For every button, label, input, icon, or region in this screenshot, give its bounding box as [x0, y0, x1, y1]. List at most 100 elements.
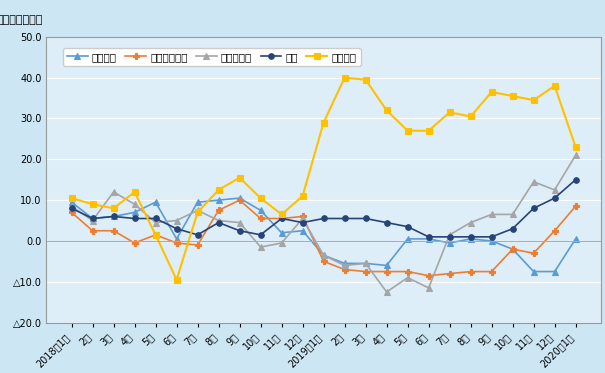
世界全体	[404, 237, 411, 241]
世界全体	[299, 229, 306, 233]
世界全体	[278, 231, 285, 235]
世界全体	[89, 216, 96, 221]
Legend: 世界全体, インドネシア, マレーシア, タイ, ベトナム: 世界全体, インドネシア, マレーシア, タイ, ベトナム	[63, 48, 361, 66]
タイ	[467, 235, 474, 239]
インドネシア	[194, 243, 201, 247]
インドネシア	[488, 269, 495, 274]
インドネシア	[404, 269, 411, 274]
ベトナム	[341, 75, 348, 80]
マレーシア	[215, 218, 222, 223]
ベトナム	[362, 78, 369, 82]
マレーシア	[299, 216, 306, 221]
タイ	[404, 225, 411, 229]
世界全体	[362, 261, 369, 266]
インドネシア	[362, 269, 369, 274]
インドネシア	[278, 216, 285, 221]
ベトナム	[131, 190, 138, 194]
タイ	[215, 220, 222, 225]
世界全体	[110, 214, 117, 219]
タイ	[278, 216, 285, 221]
ベトナム	[257, 196, 264, 200]
インドネシア	[320, 259, 327, 264]
タイ	[509, 226, 516, 231]
マレーシア	[530, 179, 537, 184]
世界全体	[488, 239, 495, 243]
Line: タイ: タイ	[69, 177, 578, 239]
インドネシア	[152, 233, 159, 237]
世界全体	[320, 253, 327, 257]
タイ	[131, 216, 138, 221]
タイ	[446, 235, 453, 239]
マレーシア	[89, 218, 96, 223]
マレーシア	[467, 220, 474, 225]
インドネシア	[425, 273, 432, 278]
世界全体	[131, 210, 138, 214]
マレーシア	[425, 286, 432, 290]
タイ	[68, 206, 75, 210]
タイ	[110, 214, 117, 219]
マレーシア	[383, 290, 390, 294]
世界全体	[467, 237, 474, 241]
タイ	[572, 178, 579, 182]
マレーシア	[236, 220, 243, 225]
ベトナム	[110, 206, 117, 210]
ベトナム	[236, 175, 243, 180]
マレーシア	[152, 220, 159, 225]
世界全体	[152, 200, 159, 204]
ベトナム	[467, 114, 474, 119]
インドネシア	[509, 247, 516, 251]
マレーシア	[278, 241, 285, 245]
マレーシア	[131, 202, 138, 206]
マレーシア	[509, 212, 516, 217]
Line: インドネシア: インドネシア	[69, 197, 578, 278]
マレーシア	[110, 190, 117, 194]
世界全体	[257, 208, 264, 213]
タイ	[425, 235, 432, 239]
ベトナム	[488, 90, 495, 94]
インドネシア	[131, 241, 138, 245]
インドネシア	[467, 269, 474, 274]
タイ	[551, 196, 558, 200]
ベトナム	[173, 278, 180, 282]
インドネシア	[89, 229, 96, 233]
世界全体	[68, 200, 75, 204]
インドネシア	[530, 251, 537, 256]
ベトナム	[215, 188, 222, 192]
タイ	[173, 226, 180, 231]
世界全体	[551, 269, 558, 274]
ベトナム	[68, 196, 75, 200]
マレーシア	[320, 253, 327, 257]
マレーシア	[551, 188, 558, 192]
タイ	[530, 206, 537, 210]
インドネシア	[551, 229, 558, 233]
インドネシア	[383, 269, 390, 274]
世界全体	[446, 241, 453, 245]
タイ	[194, 233, 201, 237]
ベトナム	[509, 94, 516, 98]
インドネシア	[446, 272, 453, 276]
世界全体	[383, 263, 390, 268]
Line: 世界全体: 世界全体	[69, 195, 578, 275]
マレーシア	[446, 233, 453, 237]
Line: マレーシア: マレーシア	[69, 153, 578, 295]
タイ	[236, 229, 243, 233]
ベトナム	[425, 128, 432, 133]
世界全体	[425, 237, 432, 241]
マレーシア	[68, 204, 75, 209]
インドネシア	[173, 241, 180, 245]
インドネシア	[572, 204, 579, 209]
タイ	[488, 235, 495, 239]
インドネシア	[257, 216, 264, 221]
ベトナム	[383, 108, 390, 113]
世界全体	[215, 198, 222, 203]
世界全体	[236, 196, 243, 200]
ベトナム	[278, 212, 285, 217]
インドネシア	[215, 208, 222, 213]
世界全体	[572, 237, 579, 241]
タイ	[299, 220, 306, 225]
世界全体	[194, 200, 201, 204]
ベトナム	[404, 128, 411, 133]
インドネシア	[110, 229, 117, 233]
タイ	[383, 220, 390, 225]
ベトナム	[89, 202, 96, 206]
